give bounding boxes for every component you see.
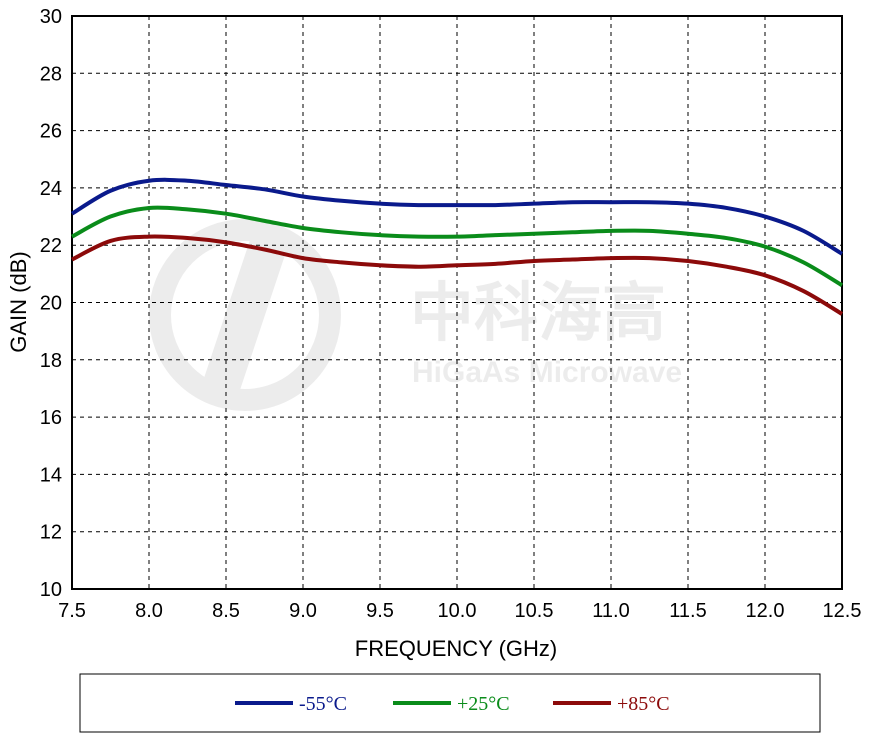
y-tick-label: 14 — [40, 464, 62, 486]
x-tick-label: 12.5 — [823, 600, 862, 622]
x-tick-label: 10.0 — [438, 600, 477, 622]
y-tick-label: 10 — [40, 579, 62, 601]
x-tick-label: 8.5 — [212, 600, 240, 622]
x-tick-label: 8.0 — [135, 600, 163, 622]
y-tick-label: 12 — [40, 522, 62, 544]
x-tick-label: 9.5 — [366, 600, 394, 622]
y-tick-label: 18 — [40, 350, 62, 372]
y-tick-label: 26 — [40, 121, 62, 143]
series-line-0 — [70, 177, 844, 256]
watermark-brand-en: HiGaAs Microwave — [412, 356, 682, 389]
legend-label-2: +85°C — [617, 693, 670, 715]
grid — [72, 16, 842, 589]
x-tick-label: 11.5 — [669, 600, 706, 622]
legend-label-0: -55°C — [299, 693, 347, 715]
y-axis-title: GAIN (dB) — [6, 251, 31, 352]
watermark-brand-cn: 中科海高 — [410, 277, 666, 351]
x-tick-label: 10.5 — [515, 600, 554, 622]
legend-label-1: +25°C — [457, 693, 510, 715]
series-line-2 — [71, 234, 844, 316]
x-tick-label: 11.0 — [592, 600, 629, 622]
x-tick-label: 12.0 — [746, 600, 785, 622]
x-tick-labels: 7.5 8.0 8.5 9.0 9.5 10.0 10.5 11.0 11.5 12.0 12.5 — [58, 600, 861, 622]
y-tick-label: 22 — [40, 235, 62, 257]
y-tick-label: 16 — [40, 407, 62, 429]
plot-frame — [71, 15, 843, 590]
y-tick-label: 20 — [40, 293, 62, 315]
y-tick-label: 30 — [40, 6, 62, 28]
y-tick-label: 28 — [40, 63, 62, 85]
x-tick-label: 7.5 — [58, 600, 86, 622]
y-tick-labels: 10 12 14 16 18 20 22 24 26 28 30 — [40, 6, 62, 601]
watermark: 中科海高 HiGaAs Microwave — [149, 219, 682, 411]
y-tick-label: 24 — [40, 178, 62, 200]
series-lines — [70, 177, 844, 316]
series-line-1 — [71, 205, 844, 288]
x-axis-title: FREQUENCY (GHz) — [355, 636, 558, 661]
x-tick-label: 9.0 — [289, 600, 317, 622]
legend: -55°C +25°C +85°C — [79, 673, 821, 733]
watermark-logo-icon — [149, 219, 341, 411]
